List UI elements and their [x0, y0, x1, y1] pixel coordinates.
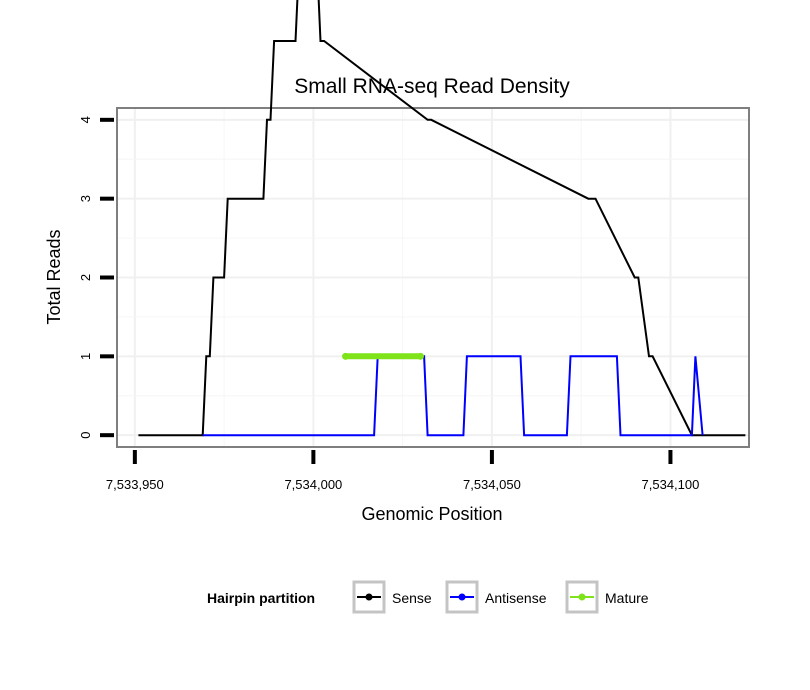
- x-tick-label: 7,534,100: [642, 477, 700, 492]
- x-tick-label: 7,534,000: [284, 477, 342, 492]
- series-point-mature: [417, 352, 425, 360]
- chart-title: Small RNA-seq Read Density: [294, 75, 570, 98]
- legend-label: Sense: [392, 590, 432, 606]
- x-axis-title: Genomic Position: [361, 504, 502, 524]
- series-layer: [138, 0, 746, 437]
- y-tick-label: 4: [78, 116, 93, 123]
- series-line-sense: [138, 0, 746, 437]
- legend-label: Mature: [605, 590, 649, 606]
- y-tick-label: 1: [78, 353, 93, 360]
- legend-item-sense: Sense: [352, 580, 432, 614]
- y-tick-label: 2: [78, 274, 93, 281]
- x-axis: 7,533,950 7,534,000 7,534,050 7,534,100: [106, 450, 699, 492]
- y-axis: 0 1 2 3 4: [78, 116, 114, 439]
- legend-item-mature: Mature: [565, 580, 649, 614]
- plot-grid: [117, 108, 749, 447]
- legend-item-antisense: Antisense: [445, 580, 547, 614]
- y-tick-label: 3: [78, 195, 93, 202]
- legend-key-point: [458, 593, 466, 601]
- legend-key-box: [445, 580, 479, 614]
- legend-key-point: [578, 593, 586, 601]
- plot-panel-border: [116, 107, 750, 448]
- x-tick-label: 7,533,950: [106, 477, 164, 492]
- x-tick-label: 7,534,050: [463, 477, 521, 492]
- legend: Hairpin partition Sense Antisense Mature: [207, 580, 649, 614]
- legend-title: Hairpin partition: [207, 590, 315, 606]
- y-tick-label: 0: [78, 432, 93, 439]
- legend-key-point: [365, 593, 373, 601]
- series-point-mature: [342, 352, 350, 360]
- legend-label: Antisense: [485, 590, 547, 606]
- y-axis-title: Total Reads: [44, 229, 64, 324]
